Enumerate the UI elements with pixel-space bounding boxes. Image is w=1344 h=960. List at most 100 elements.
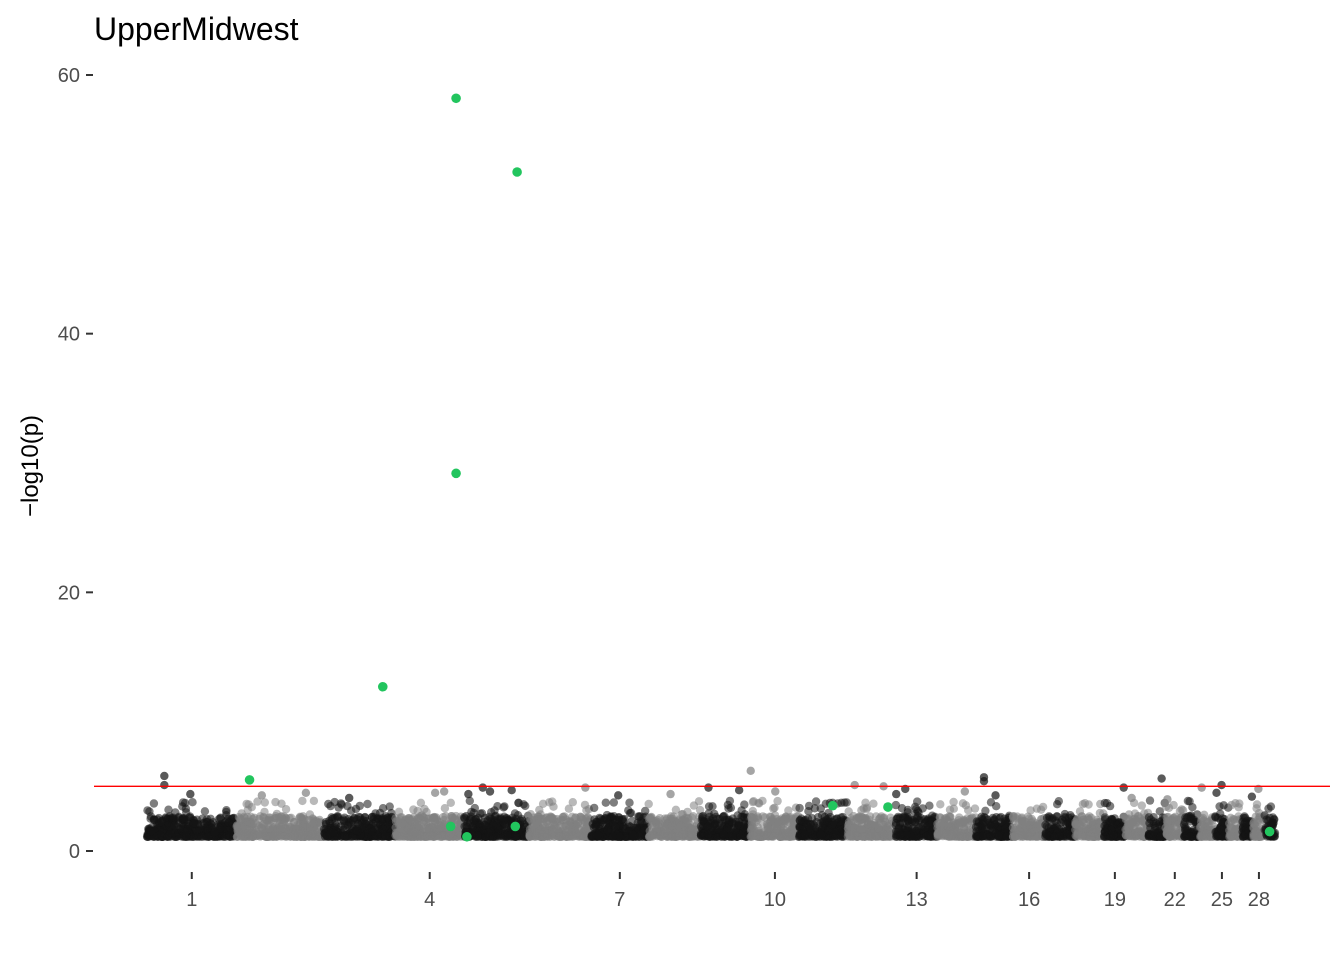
snp-point [396, 815, 405, 824]
snp-point [210, 828, 219, 837]
snp-point [593, 831, 602, 840]
snp-point [1013, 812, 1022, 821]
snp-point [892, 830, 901, 839]
snp-point [465, 796, 474, 806]
snp-point [719, 812, 728, 821]
snp-point [626, 808, 636, 818]
snp-point [525, 814, 535, 823]
snp-point [895, 813, 904, 823]
snp-point [754, 830, 763, 840]
snp-point [735, 817, 744, 827]
snp-point [1180, 817, 1190, 827]
snp-point [197, 832, 206, 841]
snp-point [1145, 796, 1155, 805]
snp-point [354, 812, 363, 822]
snp-point [936, 800, 945, 809]
snp-point [748, 806, 757, 816]
y-tick-label: 40 [58, 324, 80, 346]
snp-point [837, 798, 846, 807]
snp-point [157, 817, 166, 826]
snp-point [170, 821, 179, 830]
y-tick-label: 0 [69, 841, 80, 863]
snp-point [424, 824, 434, 833]
y-tick-label: 20 [58, 582, 80, 604]
snp-point [1149, 827, 1159, 836]
snp-point [200, 807, 210, 816]
snp-point [555, 832, 564, 841]
snp-point [299, 822, 308, 832]
x-axis: 1 4 7 10 13 16 19 22 25 28 [186, 872, 1270, 911]
snp-point [748, 797, 758, 807]
snp-point [277, 812, 286, 821]
snp-point [1171, 820, 1180, 829]
snp-point [178, 802, 187, 811]
snp-point [260, 798, 269, 807]
snp-point [440, 804, 450, 813]
snp-point [1226, 832, 1235, 841]
snp-point [868, 829, 877, 838]
snp-point [417, 811, 427, 820]
snp-point [604, 819, 613, 828]
snp-point [447, 812, 456, 821]
snp-point [171, 808, 180, 817]
snp-point [351, 804, 361, 814]
snp-point [1202, 829, 1211, 838]
snp-point [618, 815, 628, 824]
snp-point [992, 813, 1001, 822]
snp-point [769, 804, 778, 813]
snp-point [1077, 831, 1087, 840]
snp-point [656, 831, 665, 840]
snp-point [549, 802, 558, 811]
snp-point [628, 830, 637, 839]
snp-point [277, 799, 286, 808]
snp-point [1137, 801, 1147, 810]
snp-point [285, 814, 294, 823]
snp-point [647, 813, 656, 822]
snp-point [307, 830, 316, 839]
snp-point [204, 832, 213, 841]
snp-point [1084, 800, 1093, 809]
snp-point [827, 821, 837, 830]
snp-point [1038, 802, 1048, 812]
snp-point [514, 798, 523, 808]
snp-point [384, 813, 393, 822]
x-tick-label: 7 [614, 889, 625, 911]
snp-point [609, 798, 618, 807]
snp-point [1183, 796, 1193, 806]
snp-point [363, 799, 372, 809]
snp-point [298, 796, 307, 806]
snp-point [1101, 815, 1110, 824]
snp-point [378, 804, 388, 813]
snp-point [521, 801, 530, 811]
snp-point [484, 828, 493, 838]
snp-point [697, 812, 707, 821]
snp-point [548, 828, 557, 837]
snp-point [922, 831, 931, 841]
snp-point [652, 823, 661, 833]
snp-point [446, 798, 455, 807]
snp-point [295, 812, 305, 821]
snp-point [1125, 830, 1134, 839]
snp-point [911, 805, 921, 814]
snp-point [772, 829, 782, 838]
snp-point [477, 809, 487, 818]
snp-point [399, 827, 408, 836]
chart-title: UpperMidwest [94, 11, 299, 47]
snp-point [723, 823, 732, 832]
snp-point [391, 823, 400, 832]
snp-point [1085, 832, 1094, 841]
snp-point [238, 822, 247, 832]
snp-point [784, 815, 793, 824]
snp-point [1167, 832, 1176, 841]
snp-point [1023, 812, 1033, 821]
snp-point [625, 798, 634, 807]
snp-point [542, 817, 552, 826]
snp-point [740, 800, 749, 809]
snp-point [973, 822, 982, 831]
snp-point [343, 801, 352, 811]
snp-point [1227, 800, 1236, 810]
snp-point [260, 807, 269, 817]
snp-point [682, 818, 691, 827]
snp-point [1042, 830, 1051, 839]
